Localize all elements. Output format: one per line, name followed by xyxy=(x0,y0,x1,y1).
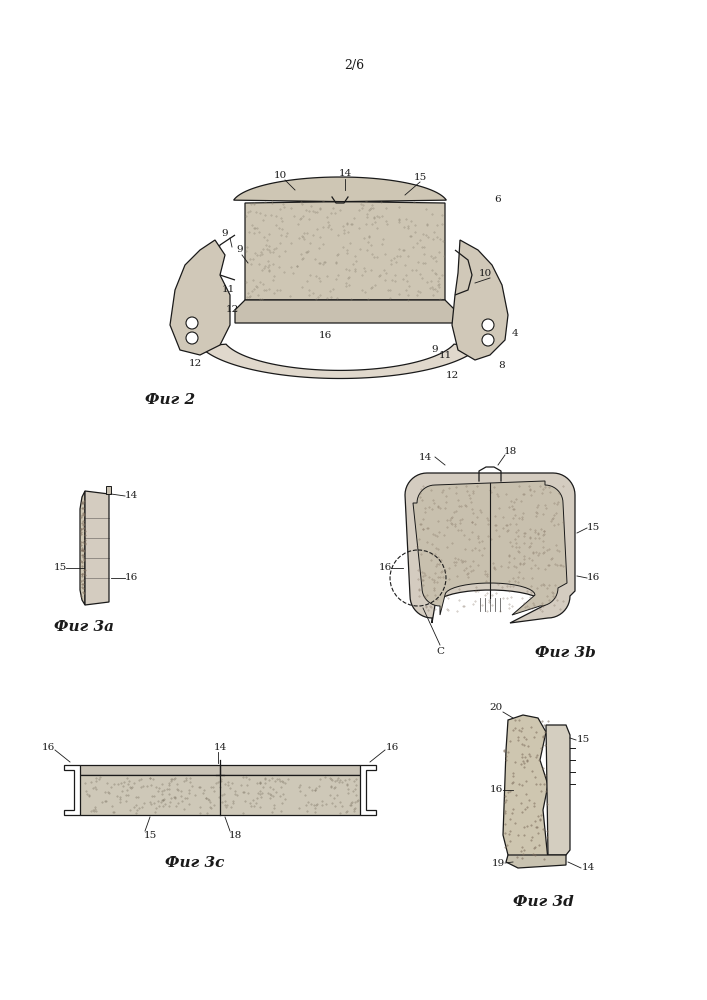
Text: 12: 12 xyxy=(188,359,201,367)
Text: 8: 8 xyxy=(498,360,506,369)
Text: Фиг 2: Фиг 2 xyxy=(145,393,195,407)
Polygon shape xyxy=(405,473,575,623)
Text: 9: 9 xyxy=(432,346,438,355)
Circle shape xyxy=(186,332,198,344)
Bar xyxy=(106,486,111,494)
Text: 2/6: 2/6 xyxy=(344,58,364,72)
Circle shape xyxy=(186,317,198,329)
Text: 16: 16 xyxy=(124,574,138,582)
Text: 16: 16 xyxy=(378,564,392,572)
Circle shape xyxy=(482,334,494,346)
Polygon shape xyxy=(80,491,85,605)
Text: 14: 14 xyxy=(339,168,351,178)
Text: Фиг 3d: Фиг 3d xyxy=(513,895,574,909)
Text: 12: 12 xyxy=(226,306,239,314)
Text: 14: 14 xyxy=(124,491,138,500)
Text: 12: 12 xyxy=(445,370,459,379)
Text: 10: 10 xyxy=(274,170,286,180)
Polygon shape xyxy=(506,855,566,868)
Text: 15: 15 xyxy=(576,736,590,744)
Polygon shape xyxy=(233,177,446,300)
Text: 18: 18 xyxy=(503,446,517,456)
Text: 18: 18 xyxy=(228,830,242,840)
Text: 10: 10 xyxy=(479,268,491,277)
Text: 16: 16 xyxy=(586,574,600,582)
Text: Фиг 3c: Фиг 3c xyxy=(165,856,224,870)
Polygon shape xyxy=(170,240,230,355)
Text: 6: 6 xyxy=(495,196,501,205)
Bar xyxy=(80,775,360,815)
Text: Фиг 3a: Фиг 3a xyxy=(54,620,114,634)
Text: 14: 14 xyxy=(214,742,227,752)
Text: 11: 11 xyxy=(221,286,235,294)
Text: 9: 9 xyxy=(222,229,228,237)
Polygon shape xyxy=(200,344,480,378)
Text: 16: 16 xyxy=(385,742,399,752)
Text: C: C xyxy=(436,647,444,656)
Polygon shape xyxy=(503,715,548,863)
Text: 15: 15 xyxy=(144,830,157,840)
Polygon shape xyxy=(452,240,508,360)
Text: 9: 9 xyxy=(237,245,243,254)
Text: 16: 16 xyxy=(489,786,503,794)
Text: 15: 15 xyxy=(53,564,66,572)
Text: 15: 15 xyxy=(586,524,600,532)
Text: 4: 4 xyxy=(512,328,518,338)
Text: 14: 14 xyxy=(419,452,432,462)
Bar xyxy=(80,765,360,775)
Text: 11: 11 xyxy=(438,351,452,360)
Polygon shape xyxy=(413,481,567,615)
Text: 20: 20 xyxy=(489,704,503,712)
Text: 16: 16 xyxy=(318,330,332,340)
Polygon shape xyxy=(235,300,455,323)
Text: 14: 14 xyxy=(581,863,595,872)
Text: 16: 16 xyxy=(42,742,54,752)
Text: 15: 15 xyxy=(414,172,426,182)
Text: Фиг 3b: Фиг 3b xyxy=(535,646,596,660)
Polygon shape xyxy=(85,491,109,605)
Polygon shape xyxy=(546,725,570,855)
Text: 19: 19 xyxy=(491,858,505,867)
Circle shape xyxy=(482,319,494,331)
